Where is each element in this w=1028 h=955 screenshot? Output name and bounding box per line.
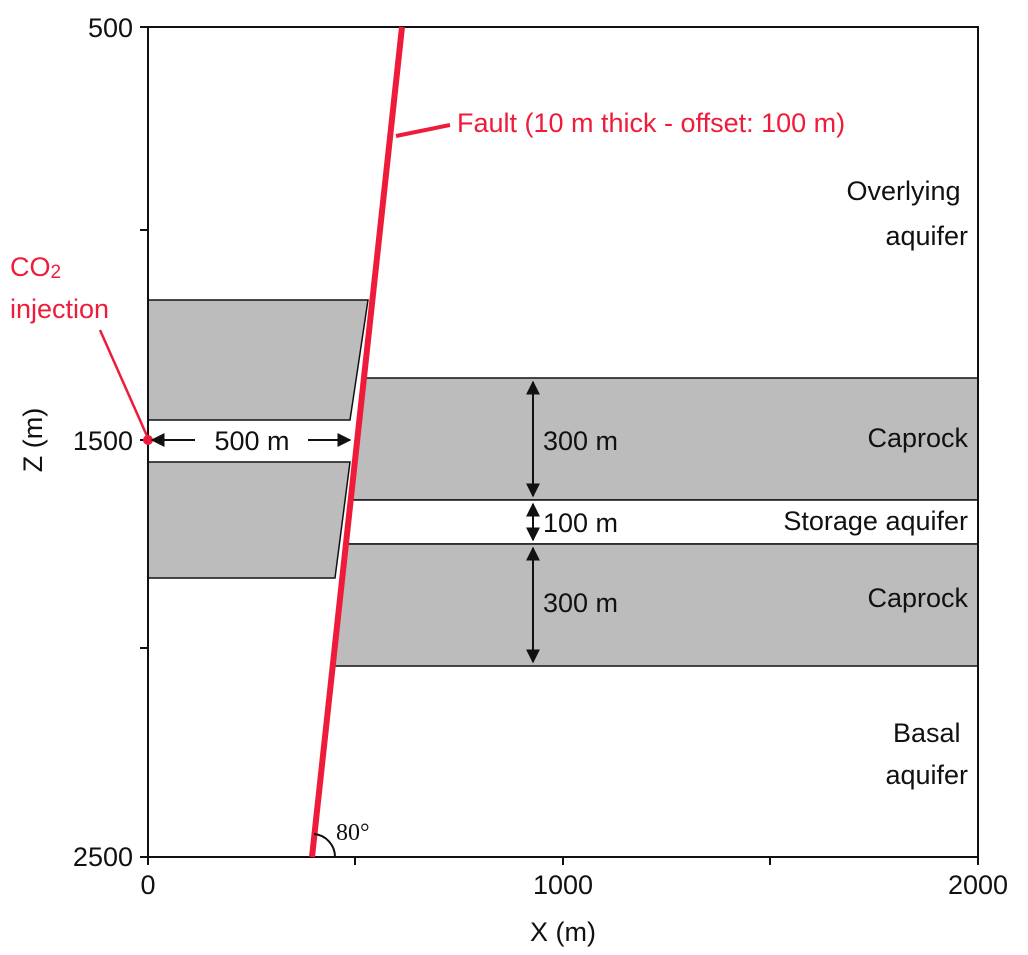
- co2-text: CO: [10, 252, 51, 282]
- overlying-aquifer-label: Overlying aquifer: [846, 176, 968, 251]
- x-axis-ticks: [147, 857, 979, 865]
- basal-line1: Basal: [893, 718, 961, 748]
- x-tick-2000: 2000: [948, 870, 1008, 900]
- basal-line2: aquifer: [885, 760, 968, 790]
- fault-label: Fault (10 m thick - offset: 100 m): [457, 108, 845, 138]
- z-tick-500: 500: [88, 13, 133, 43]
- storage-aquifer-label: Storage aquifer: [783, 506, 968, 536]
- fault-angle-label: 80°: [336, 820, 370, 846]
- z-axis-title: Z (m): [18, 408, 48, 472]
- caprock-upper-thickness-label: 300 m: [543, 426, 618, 456]
- co2-injection-label: CO2: [10, 252, 61, 283]
- fault-line: [309, 26, 405, 858]
- overlying-line2: aquifer: [885, 221, 968, 251]
- caprock-lower-label: Caprock: [867, 583, 968, 613]
- injection-leader: [98, 329, 149, 437]
- co2-subscript: 2: [51, 262, 62, 283]
- x-tick-0: 0: [140, 870, 155, 900]
- z-tick-1500: 1500: [73, 426, 133, 456]
- fault-leader: [395, 123, 451, 138]
- left-caprock-lower: [147, 461, 351, 579]
- distance-label: 500 m: [214, 426, 289, 456]
- co2-injection-point: [143, 435, 153, 445]
- overlying-line1: Overlying: [846, 176, 960, 206]
- caprock-upper-label: Caprock: [867, 423, 968, 453]
- fault-angle-arc: [313, 833, 337, 858]
- x-tick-1000: 1000: [533, 870, 593, 900]
- z-tick-2500: 2500: [73, 842, 133, 872]
- basal-aquifer-label: Basal aquifer: [885, 718, 968, 790]
- injection-label-line2: injection: [10, 294, 109, 324]
- x-axis-title: X (m): [530, 917, 596, 947]
- left-caprock-upper: [147, 299, 369, 421]
- caprock-lower-thickness-label: 300 m: [543, 588, 618, 618]
- storage-thickness-label: 100 m: [543, 508, 618, 538]
